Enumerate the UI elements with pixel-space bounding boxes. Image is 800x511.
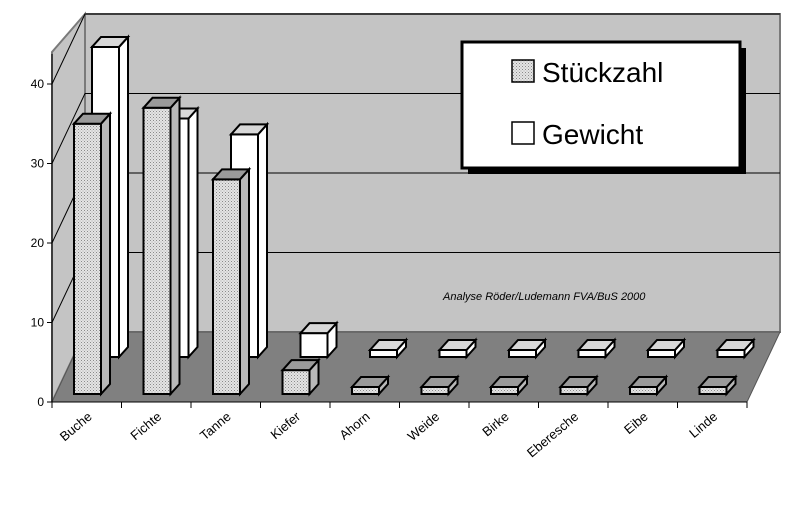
annotation: Analyse Röder/Ludemann FVA/BuS 2000 — [442, 291, 646, 303]
x-tick-label: Eibe — [621, 409, 651, 437]
legend-box — [460, 40, 742, 170]
y-tick-label: 10 — [31, 316, 45, 330]
gridline-side — [51, 13, 86, 85]
legend-swatch-stueckzahl — [511, 59, 535, 83]
bar-stueckzahl — [210, 166, 252, 397]
bar-stueckzahl — [349, 374, 391, 397]
bar-stueckzahl — [280, 357, 321, 397]
x-tick-label: Eberesche — [524, 409, 581, 460]
bar-stueckzahl — [697, 374, 738, 397]
bar-gewicht — [715, 337, 756, 360]
bar-gewicht — [576, 337, 617, 360]
y-tick-label: 40 — [31, 77, 45, 91]
x-tick-label: Ahorn — [336, 409, 372, 443]
y-tick-label: 0 — [37, 395, 44, 409]
bar-stueckzahl — [141, 95, 182, 397]
x-tick-label: Buche — [57, 409, 95, 444]
y-tick-label: 30 — [31, 157, 45, 171]
bar-stueckzahl — [488, 374, 530, 397]
x-tick-label: Birke — [479, 409, 511, 440]
gridline-side — [51, 93, 86, 164]
y-tick-label: 20 — [31, 236, 45, 250]
bar-gewicht — [298, 320, 339, 360]
legend-label-gewicht: Gewicht — [542, 119, 643, 150]
bar-gewicht — [645, 337, 687, 360]
bars — [71, 34, 756, 397]
bar-gewicht — [437, 337, 478, 360]
legend-swatch-gewicht — [511, 121, 535, 145]
bar-stueckzahl — [419, 374, 460, 397]
y-axis: 0 10 20 30 40 — [31, 54, 53, 409]
bar-stueckzahl — [627, 374, 669, 397]
bar-stueckzahl — [558, 374, 599, 397]
x-axis: Buche Fichte Tanne Kiefer Ahorn Weide Birke Ebe… — [51, 401, 748, 460]
bar-stueckzahl — [71, 111, 113, 397]
x-tick-label: Kiefer — [268, 408, 304, 442]
bar-gewicht — [506, 337, 548, 360]
legend: Stückzahl Gewicht — [460, 40, 746, 174]
x-tick-label: Linde — [686, 409, 720, 441]
legend-label-stueckzahl: Stückzahl — [542, 57, 663, 88]
x-tick-label: Tanne — [197, 409, 234, 443]
bar-gewicht — [367, 337, 409, 360]
x-tick-label: Weide — [404, 409, 442, 444]
x-tick-label: Fichte — [127, 409, 164, 443]
